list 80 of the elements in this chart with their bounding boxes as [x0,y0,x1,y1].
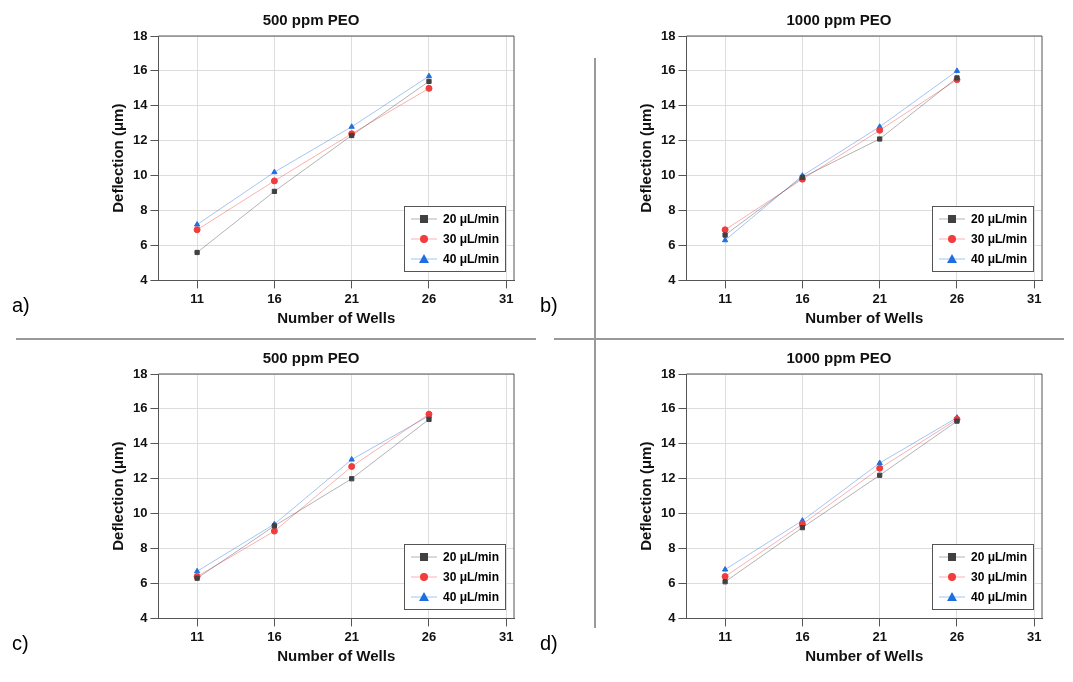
x-tick-label: 26 [949,290,965,306]
legend-label: 40 μL/min [971,590,1028,605]
y-tick-label: 10 [132,167,148,183]
legend-label: 30 μL/min [443,570,500,585]
y-axis-title: Deflection (μm) [637,441,655,551]
legend-label: 20 μL/min [443,212,500,227]
x-tick-label: 11 [190,290,204,306]
x-tick-label: 16 [267,628,282,644]
y-tick-label: 12 [660,132,676,148]
legend-label: 40 μL/min [443,590,500,605]
x-axis-title: Number of Wells [805,309,924,327]
x-tick-label: 31 [1027,290,1042,306]
y-tick-label: 16 [660,400,676,416]
y-tick-label: 12 [132,470,148,486]
x-tick-label: 16 [795,290,810,306]
x-tick-label: 31 [1027,628,1042,644]
text: b) [540,294,558,317]
y-tick-label: 4 [140,609,149,625]
y-tick-label: 16 [132,62,148,78]
legend-label: 40 μL/min [443,252,500,267]
y-tick-label: 4 [668,609,677,625]
y-tick-label: 6 [668,237,676,253]
y-tick-label: 10 [660,167,676,183]
y-tick-label: 8 [140,540,148,556]
x-tick-label: 16 [267,290,282,306]
x-tick-label: 31 [499,628,514,644]
x-tick-label: 11 [718,290,732,306]
x-axis-title: Number of Wells [277,647,396,665]
y-tick-label: 14 [660,97,677,113]
chart-title: 500 ppm PEO [262,11,360,29]
text: c) [12,632,29,655]
text: d) [540,632,558,655]
y-tick-label: 10 [660,505,676,521]
y-tick-label: 16 [132,400,148,416]
x-tick-label: 26 [421,628,437,644]
y-tick-label: 12 [660,470,676,486]
x-tick-label: 21 [872,628,887,644]
legend-label: 30 μL/min [971,232,1028,247]
legend-label: 30 μL/min [971,570,1028,585]
x-tick-label: 31 [499,290,514,306]
x-tick-label: 21 [344,290,359,306]
y-tick-label: 6 [668,575,676,591]
y-tick-label: 6 [140,575,148,591]
chart-title: 500 ppm PEO [262,349,360,367]
y-axis-title: Deflection (μm) [109,103,127,213]
y-tick-label: 18 [660,27,676,43]
x-tick-label: 21 [344,628,359,644]
y-tick-label: 18 [132,365,148,381]
y-tick-label: 8 [140,202,148,218]
y-tick-label: 18 [132,27,148,43]
y-tick-label: 8 [668,540,676,556]
y-tick-label: 4 [668,271,677,287]
x-tick-label: 26 [421,290,437,306]
y-tick-label: 14 [132,435,149,451]
x-tick-label: 11 [190,628,204,644]
y-tick-label: 8 [668,202,676,218]
y-tick-label: 12 [132,132,148,148]
legend-label: 20 μL/min [971,550,1028,565]
text: a) [12,294,30,317]
x-tick-label: 11 [718,628,732,644]
y-tick-label: 14 [660,435,677,451]
y-axis-title: Deflection (μm) [109,441,127,551]
x-tick-label: 21 [872,290,887,306]
legend-label: 20 μL/min [443,550,500,565]
legend-label: 40 μL/min [971,252,1028,267]
chart-title: 1000 ppm PEO [786,349,892,367]
y-axis-title: Deflection (μm) [637,103,655,213]
legend-label: 30 μL/min [443,232,500,247]
y-tick-label: 6 [140,237,148,253]
x-axis-title: Number of Wells [805,647,924,665]
x-tick-label: 26 [949,628,965,644]
y-tick-label: 16 [660,62,676,78]
y-tick-label: 14 [132,97,149,113]
y-tick-label: 10 [132,505,148,521]
y-tick-label: 4 [140,271,149,287]
legend-label: 20 μL/min [971,212,1028,227]
y-tick-label: 18 [660,365,676,381]
x-tick-label: 16 [795,628,810,644]
chart-title: 1000 ppm PEO [786,11,892,29]
x-axis-title: Number of Wells [277,309,396,327]
